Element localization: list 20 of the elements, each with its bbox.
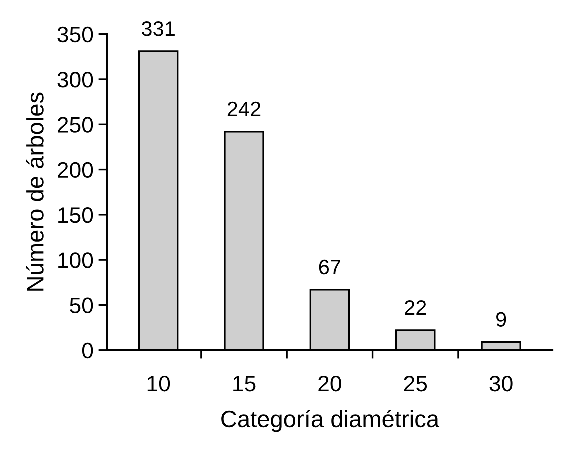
y-tick-label: 0 <box>82 342 94 359</box>
x-axis-title: Categoría diamétrica <box>222 410 440 432</box>
x-tick-label: 30 <box>490 376 513 392</box>
x-tick-label: 15 <box>234 376 256 392</box>
y-tick-label: 150 <box>58 207 94 224</box>
x-tick-label: 20 <box>318 376 342 392</box>
data-label: 242 <box>228 102 261 116</box>
y-tick-label: 50 <box>70 298 94 314</box>
x-tick-label: 10 <box>148 376 170 392</box>
y-tick-label: 250 <box>58 117 94 133</box>
y-tick-label: 200 <box>58 162 94 178</box>
data-label: 22 <box>405 300 426 316</box>
x-tick-label: 25 <box>404 376 428 392</box>
y-axis-title: Número de árboles <box>26 92 44 291</box>
data-label: 9 <box>496 312 506 328</box>
y-tick-label: 100 <box>58 252 94 268</box>
y-tick-label: 350 <box>58 26 94 43</box>
data-label: 331 <box>142 22 175 36</box>
y-tick-label: 300 <box>58 72 94 88</box>
data-label: 67 <box>319 260 340 275</box>
